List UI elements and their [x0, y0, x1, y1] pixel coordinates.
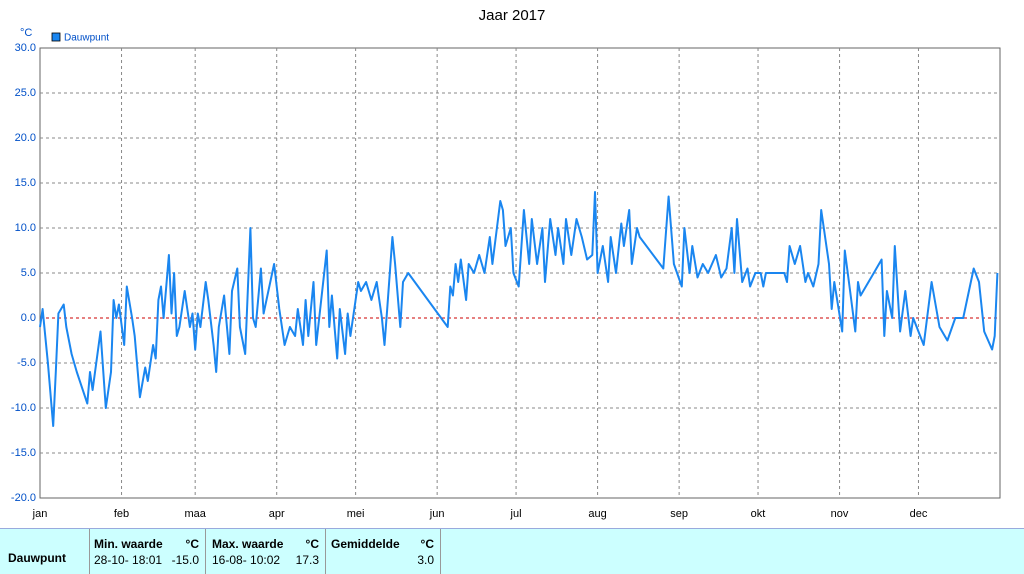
header: Max. waarde	[212, 537, 284, 551]
y-tick-label: -20.0	[11, 492, 36, 504]
y-tick-label: 20.0	[15, 132, 36, 144]
legend-swatch	[51, 32, 61, 42]
cell: 28-10- 18:01	[94, 553, 163, 567]
legend-label: Dauwpunt	[64, 33, 109, 44]
x-tick-label: dec	[910, 508, 928, 520]
y-tick-label: -15.0	[11, 447, 36, 459]
y-tick-label: 5.0	[21, 267, 36, 279]
chart-title: Jaar 2017	[479, 7, 546, 24]
col: Dauwpunt	[0, 529, 90, 574]
stats-table: Dauwpunt Min. waarde °C 28-10- 18:01 -15…	[0, 528, 1024, 574]
header: °C	[185, 537, 199, 551]
header: °C	[305, 537, 319, 551]
y-unit: °C	[20, 27, 32, 39]
x-tick-label: maa	[184, 508, 206, 520]
col: Max. waarde °C 16-08- 10:02 17.3	[206, 529, 326, 574]
y-tick-label: 0.0	[21, 312, 36, 324]
x-tick-label: mei	[347, 508, 365, 520]
x-tick-label: sep	[670, 508, 688, 520]
x-tick-label: jun	[429, 508, 445, 520]
x-tick-label: feb	[114, 508, 129, 520]
cell: 16-08- 10:02	[212, 553, 281, 567]
y-tick-label: -10.0	[11, 402, 36, 414]
cell: 17.3	[295, 553, 319, 567]
y-tick-label: 15.0	[15, 177, 36, 189]
header: °C	[420, 537, 434, 551]
cell: 3.0	[417, 553, 434, 567]
data-line	[39, 191, 999, 427]
y-tick-label: 25.0	[15, 87, 36, 99]
header: Min. waarde	[94, 537, 163, 551]
col: Gemiddelde °C 3.0	[326, 529, 441, 574]
x-tick-label: jul	[510, 508, 522, 520]
col: Min. waarde °C 28-10- 18:01 -15.0	[90, 529, 206, 574]
x-tick-label: nov	[831, 508, 849, 520]
chart: Jaar 2017 °C -20.0 -15.0 -10.0 -5.0 0.0 5.0 10…	[11, 7, 1001, 520]
x-tick-label: apr	[269, 508, 285, 520]
y-tick-label: 10.0	[15, 222, 36, 234]
cell: -15.0	[171, 553, 199, 567]
x-tick-label: jan	[32, 508, 48, 520]
x-tick-label: okt	[751, 508, 766, 520]
y-tick-label: -5.0	[17, 357, 36, 369]
row-label: Dauwpunt	[8, 551, 66, 565]
header: Gemiddelde	[331, 537, 400, 551]
x-tick-label: aug	[588, 508, 606, 520]
y-tick-label: 30.0	[15, 42, 36, 54]
